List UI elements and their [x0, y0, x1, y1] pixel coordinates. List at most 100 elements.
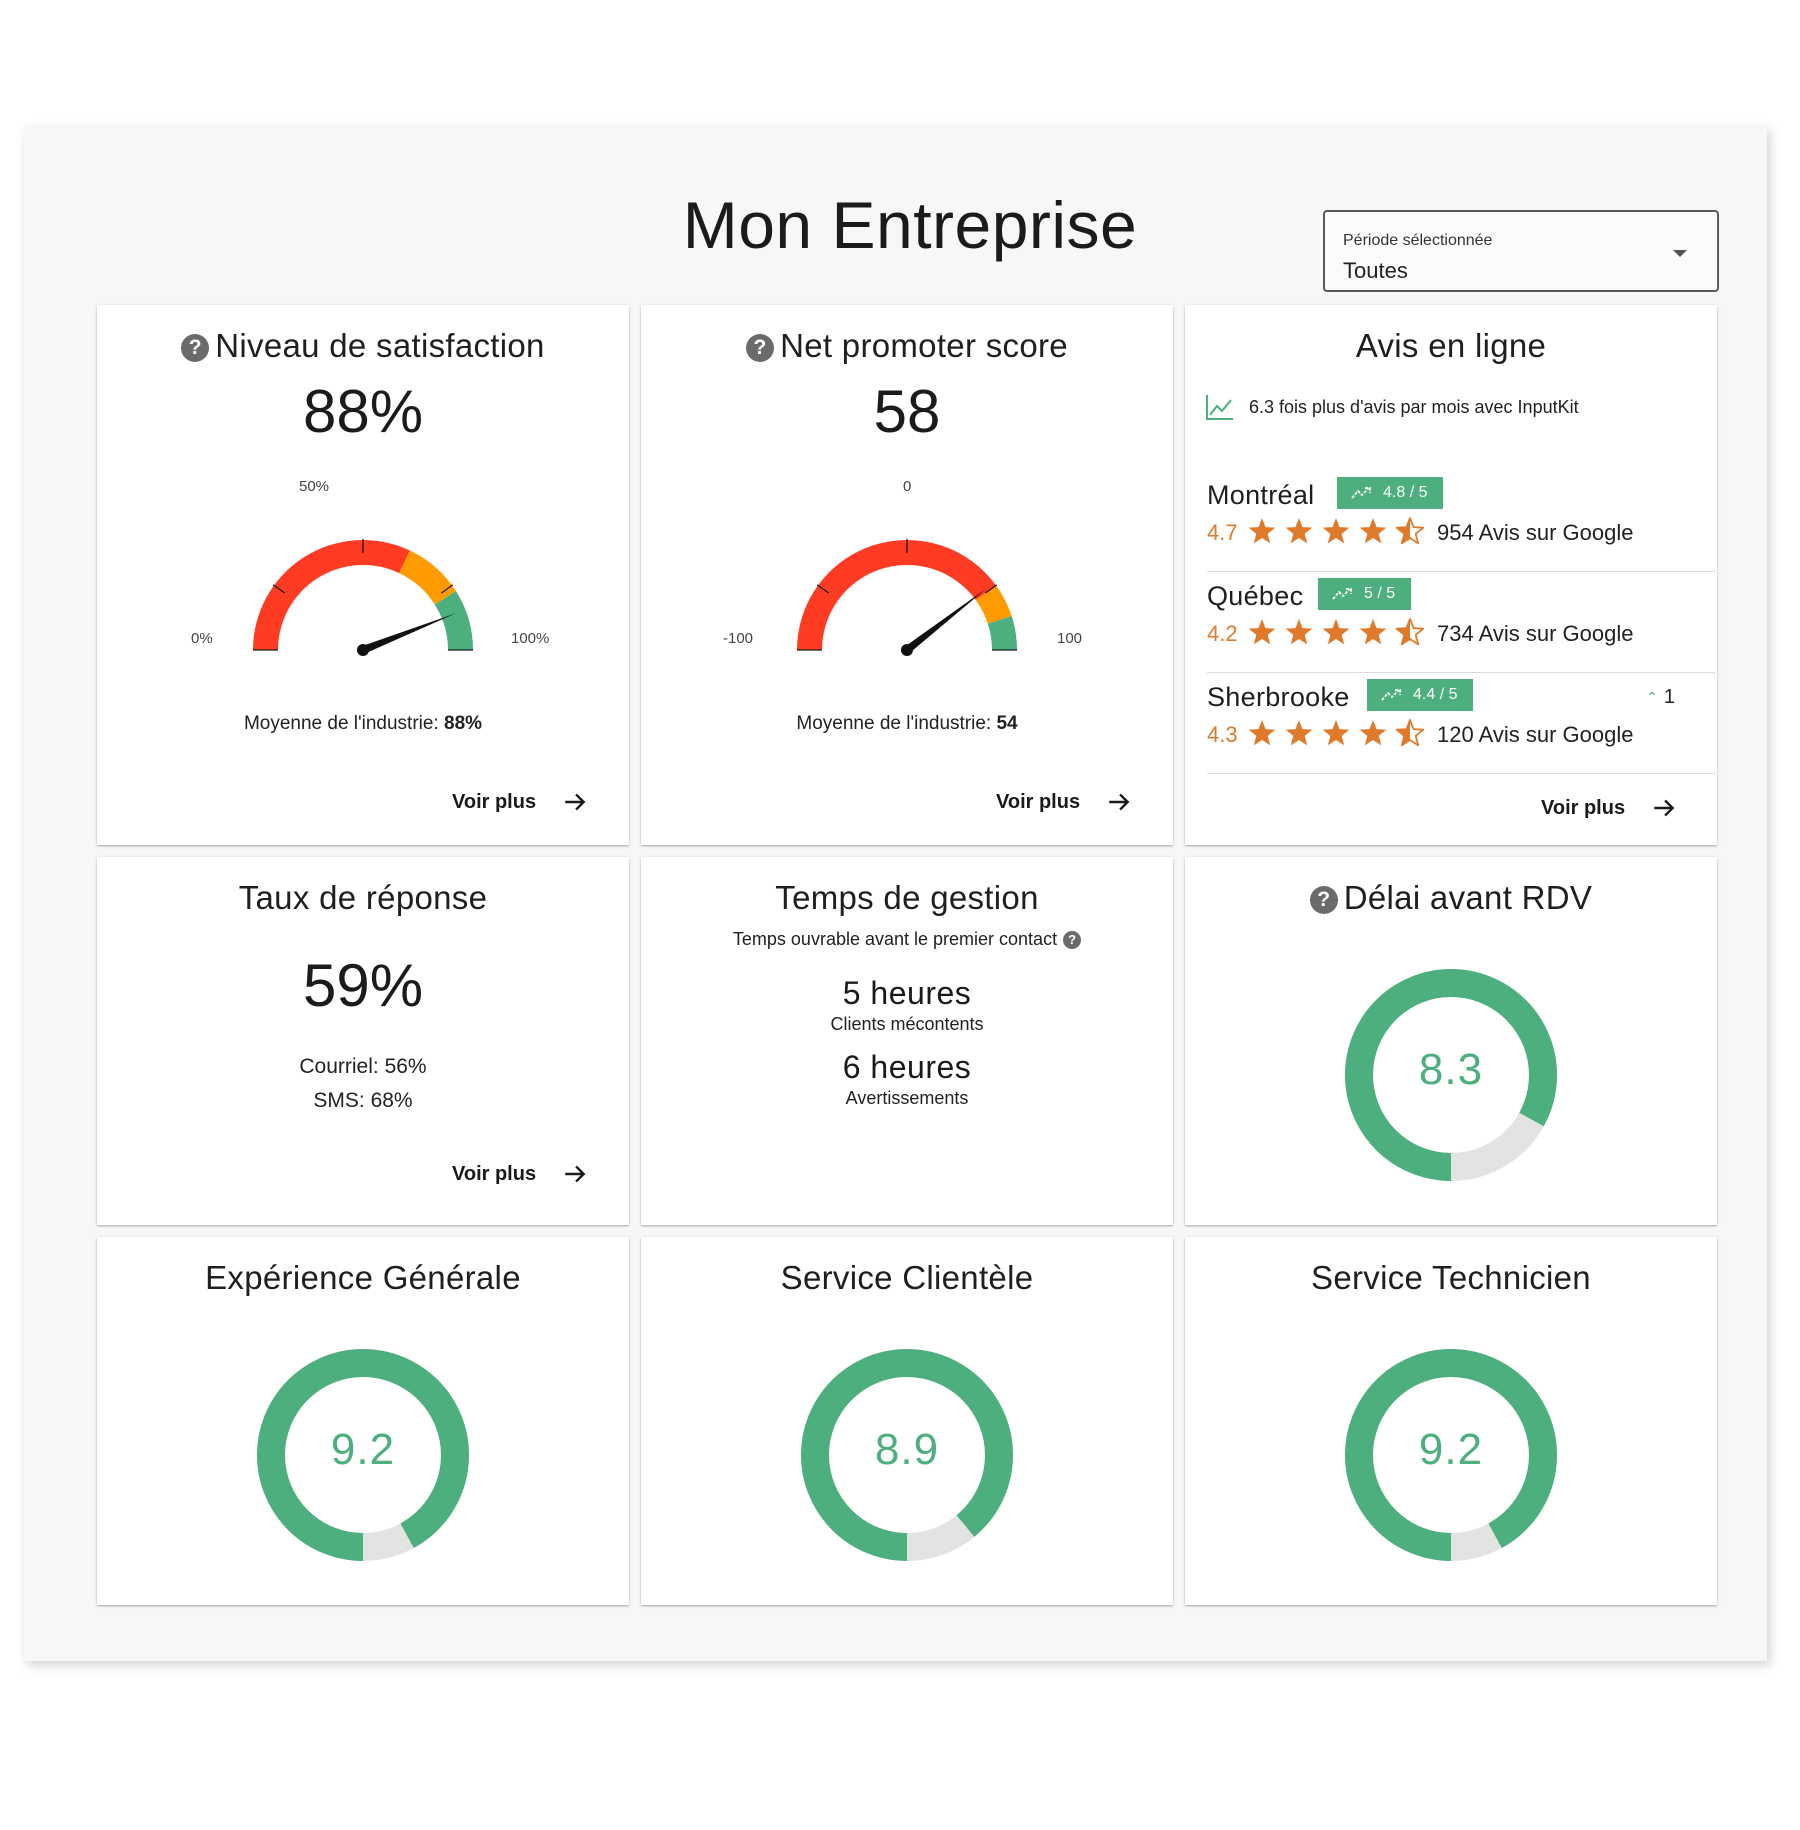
arrow-right-icon	[565, 793, 586, 811]
nps-industry-average: Moyenne de l'industrie: 54	[641, 713, 1173, 735]
customer-service-donut: 8.9	[801, 1349, 1013, 1561]
star-half-icon	[1395, 517, 1425, 545]
period-select-value: Toutes	[1343, 258, 1408, 283]
voir-plus-link[interactable]: Voir plus	[996, 789, 1132, 815]
donut-chart	[1345, 1349, 1557, 1561]
satisfaction-value: 88%	[302, 378, 424, 445]
handling-time-card: Temps de gestion Temps ouvrable avant le…	[641, 857, 1173, 1225]
location-review-count: 120 Avis sur Google	[1437, 722, 1634, 747]
trending-icon	[1332, 588, 1352, 600]
response-rate-title: Taux de réponse	[238, 879, 488, 916]
star-full-icon	[1322, 720, 1350, 746]
satisfaction-title-text: Niveau de satisfaction	[215, 327, 545, 364]
star-full-icon	[1248, 518, 1276, 544]
voir-plus-label: Voir plus	[452, 790, 537, 813]
location-rating: 4.7	[1207, 520, 1238, 545]
appointment-delay-donut: 8.3	[1345, 969, 1557, 1181]
location-rating: 4.3	[1207, 722, 1238, 747]
voir-plus-link[interactable]: Voir plus	[452, 1161, 588, 1187]
voir-plus-label: Voir plus	[1541, 796, 1626, 819]
avis-card: Avis en ligne 6.3 fois plus d'avis par m…	[1185, 305, 1717, 845]
nps-gauge-needle-hub	[901, 644, 913, 656]
star-full-icon	[1248, 720, 1276, 746]
period-select[interactable]: Période sélectionnée Toutes	[1323, 210, 1719, 292]
location-badge-text: 5 / 5	[1364, 585, 1396, 602]
location-badge: 5 / 5	[1318, 578, 1412, 610]
donut-value: 8.3	[1418, 1045, 1484, 1094]
location-rank-change: ⌃ 1	[1646, 686, 1675, 709]
avis-title: Avis en ligne	[1355, 327, 1547, 364]
location-sherbrooke[interactable]: Sherbrooke 4.4 / 5 ⌃ 1 4.3 120 Avis sur …	[1207, 679, 1715, 774]
help-icon[interactable]: ?	[1063, 931, 1082, 949]
gauge-mid-label: 50%	[299, 478, 330, 495]
appointment-delay-title-text: Délai avant RDV	[1343, 879, 1593, 916]
location-badge-text: 4.8 / 5	[1383, 484, 1428, 501]
location-name: Sherbrooke	[1207, 682, 1350, 712]
arrow-right-icon	[565, 1165, 586, 1183]
handling-time-value: 5 heures	[842, 975, 972, 1011]
location-rank-change-value: 1	[1663, 686, 1675, 708]
location-review-count: 954 Avis sur Google	[1437, 520, 1634, 545]
response-rate-sms: SMS: 68%	[313, 1089, 413, 1112]
donut-chart	[1345, 969, 1557, 1181]
industry-label: Moyenne de l'industrie:	[796, 713, 992, 734]
voir-plus-link[interactable]: Voir plus	[1541, 795, 1677, 821]
star-full-icon	[1285, 518, 1313, 544]
satisfaction-gauge	[253, 539, 473, 656]
avis-note: 6.3 fois plus d'avis par mois avec Input…	[1205, 393, 1579, 421]
nps-card: ? Net promoter score 58 0 -100 100 Moyenn…	[641, 305, 1173, 845]
satisfaction-gauge-segment	[399, 550, 456, 605]
satisfaction-gauge-needle-hub	[357, 644, 369, 656]
nps-title: ? Net promoter score	[641, 327, 1173, 365]
trending-icon	[1381, 689, 1401, 701]
nps-title-text: Net promoter score	[780, 327, 1068, 364]
handling-time-label: Avertissements	[845, 1088, 969, 1108]
gauge-min-label: -100	[723, 630, 754, 647]
satisfaction-industry-average: Moyenne de l'industrie: 88%	[97, 713, 629, 735]
donut-value-arc	[801, 1349, 1013, 1561]
gauge-min-label: 0%	[191, 630, 213, 647]
customer-service-card: Service Clientèle 8.9	[641, 1237, 1173, 1605]
satisfaction-gauge-tick	[441, 584, 454, 594]
technician-service-donut: 9.2	[1345, 1349, 1557, 1561]
star-rating	[1247, 718, 1425, 748]
voir-plus-link[interactable]: Voir plus	[452, 789, 588, 815]
chevron-down-icon	[1673, 250, 1687, 257]
help-icon[interactable]: ?	[1309, 886, 1338, 914]
gauge-max-label: 100	[1057, 630, 1083, 647]
arrow-right-icon	[1109, 793, 1130, 811]
star-full-icon	[1322, 518, 1350, 544]
donut-value-arc	[257, 1349, 469, 1561]
satisfaction-gauge-segment	[434, 591, 473, 650]
location-badge-text: 4.4 / 5	[1413, 686, 1458, 703]
location-rating: 4.2	[1207, 621, 1238, 646]
location-montreal[interactable]: Montréal 4.8 / 5 4.7 954 Avis sur Google	[1207, 477, 1715, 572]
industry-label: Moyenne de l'industrie:	[243, 713, 439, 734]
star-rating	[1247, 617, 1425, 647]
handling-time-title: Temps de gestion	[775, 879, 1039, 916]
location-badge: 4.8 / 5	[1337, 477, 1444, 509]
donut-value: 8.9	[874, 1425, 940, 1474]
donut-chart	[801, 1349, 1013, 1561]
response-rate-value: 59%	[302, 952, 424, 1019]
location-quebec[interactable]: Québec 5 / 5 4.2 734 Avis sur Google	[1207, 578, 1715, 673]
nps-value: 58	[873, 378, 941, 445]
help-icon[interactable]: ?	[181, 334, 210, 362]
satisfaction-gauge-segment	[253, 540, 410, 650]
period-select-label: Période sélectionnée	[1343, 232, 1493, 249]
donut-value-arc	[1345, 969, 1557, 1181]
caret-up-icon: ⌃	[1646, 689, 1658, 705]
general-experience-card: Expérience Générale 9.2	[97, 1237, 629, 1605]
help-icon[interactable]: ?	[746, 334, 775, 362]
satisfaction-card: ? Niveau de satisfaction 88% 50% 0% 100% …	[97, 305, 629, 845]
location-name: Montréal	[1207, 480, 1315, 510]
general-experience-donut: 9.2	[257, 1349, 469, 1561]
trending-up-icon	[1206, 395, 1233, 420]
trending-icon	[1351, 487, 1371, 499]
nps-gauge-segment	[987, 616, 1017, 650]
donut-chart	[257, 1349, 469, 1561]
star-full-icon	[1285, 619, 1313, 645]
handling-time-label: Clients mécontents	[830, 1014, 984, 1034]
nps-gauge-tick	[816, 584, 829, 594]
donut-value-arc	[1345, 1349, 1557, 1561]
